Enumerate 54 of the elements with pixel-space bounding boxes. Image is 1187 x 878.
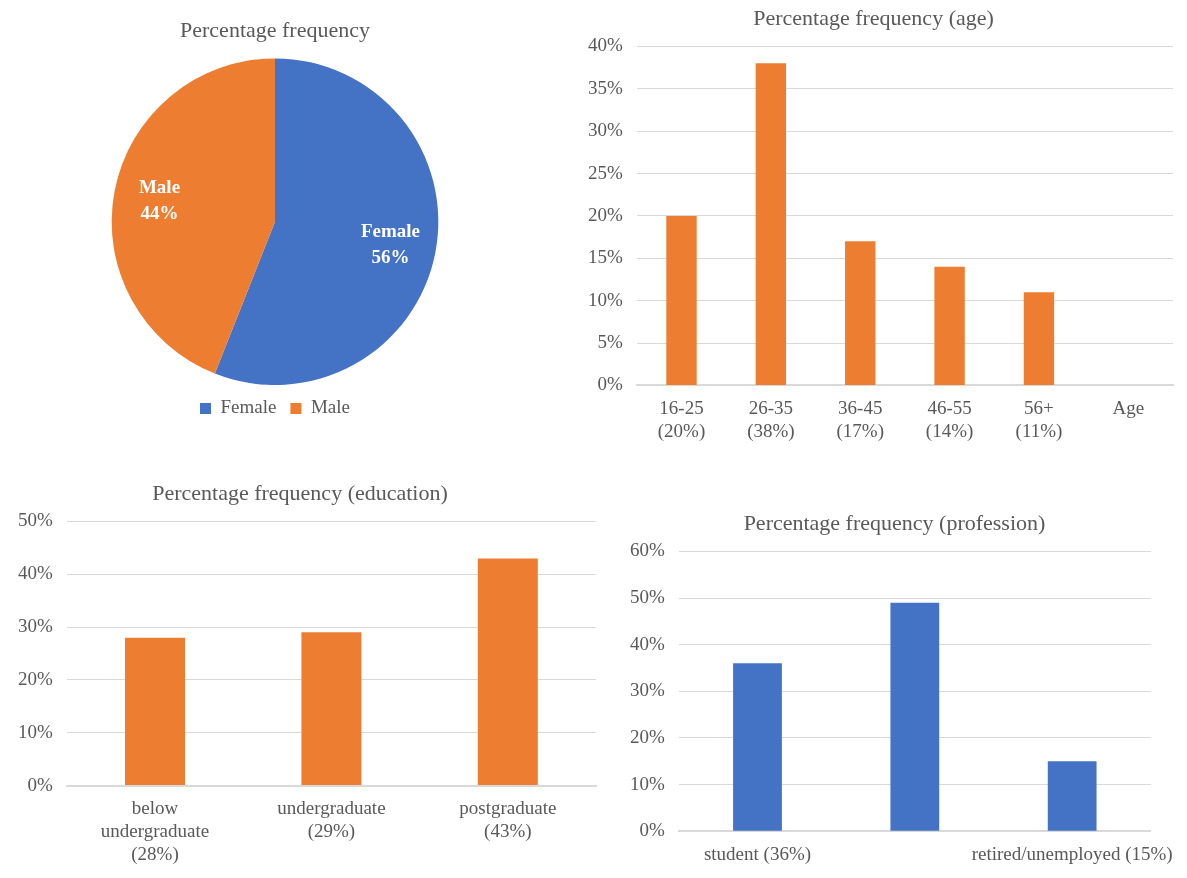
y-tick-label: 20% — [18, 667, 53, 689]
y-tick-label: 35% — [588, 76, 623, 98]
bar — [934, 266, 965, 385]
y-tick-label: 25% — [588, 161, 623, 183]
y-tick-label: 50% — [18, 509, 53, 531]
y-tick-label: 0% — [597, 373, 623, 395]
bar — [1047, 761, 1097, 831]
bar — [301, 632, 362, 786]
x-tick-label: 36-45 (17%) — [836, 396, 884, 442]
slice-label: Female — [360, 219, 421, 241]
chart-title: Percentage frequency (education) — [152, 479, 448, 505]
y-tick-label: 20% — [630, 725, 665, 747]
bar — [755, 63, 787, 385]
data-label: 44% — [140, 201, 179, 223]
y-tick-label: 5% — [597, 331, 623, 353]
x-tick-label: undergraduate (29%) — [277, 796, 386, 842]
y-tick-label: 10% — [630, 772, 665, 794]
slice-label: Male — [138, 175, 181, 197]
y-tick-label: 0% — [639, 819, 665, 841]
bar — [733, 663, 782, 831]
legend-label: Female — [220, 396, 277, 418]
y-tick-label: 30% — [588, 119, 623, 141]
x-tick-label: 16-25 (20%) — [657, 396, 706, 442]
data-label: 56% — [371, 245, 410, 267]
x-tick-label: 56+ (11%) — [1015, 396, 1063, 442]
y-tick-label: 30% — [18, 615, 53, 637]
x-tick-label: retired/unemployed (15%) — [971, 842, 1173, 865]
chart-title: Percentage frequency (profession) — [743, 509, 1046, 535]
x-tick-label: student (36%) — [703, 842, 812, 865]
x-tick-label: below undergraduate (28%) — [100, 796, 210, 865]
y-tick-label: 50% — [630, 586, 665, 608]
x-tick-label: 46-55 (14%) — [925, 396, 974, 442]
y-tick-label: 40% — [18, 562, 53, 584]
y-tick-label: 30% — [630, 679, 665, 701]
bar — [890, 602, 940, 831]
bar — [845, 241, 876, 385]
bar — [477, 558, 538, 786]
x-tick-label: postgraduate (43%) — [459, 796, 557, 842]
y-tick-label: 10% — [18, 720, 53, 742]
y-tick-label: 15% — [588, 246, 623, 268]
legend-label: Male — [310, 396, 350, 418]
bar — [1023, 292, 1055, 385]
y-tick-label: 0% — [27, 773, 53, 795]
chart-title: Percentage frequency — [180, 16, 370, 42]
bar — [666, 215, 697, 385]
y-tick-label: 40% — [630, 632, 665, 654]
y-tick-label: 60% — [630, 539, 665, 561]
bar — [125, 637, 186, 786]
chart-title: Percentage frequency (age) — [753, 4, 994, 30]
y-tick-label: 20% — [588, 203, 623, 225]
y-tick-label: 10% — [588, 288, 623, 310]
x-tick-label: 26-35 (38%) — [747, 396, 795, 442]
x-tick-label: Age — [1112, 396, 1145, 418]
y-tick-label: 40% — [588, 34, 623, 56]
